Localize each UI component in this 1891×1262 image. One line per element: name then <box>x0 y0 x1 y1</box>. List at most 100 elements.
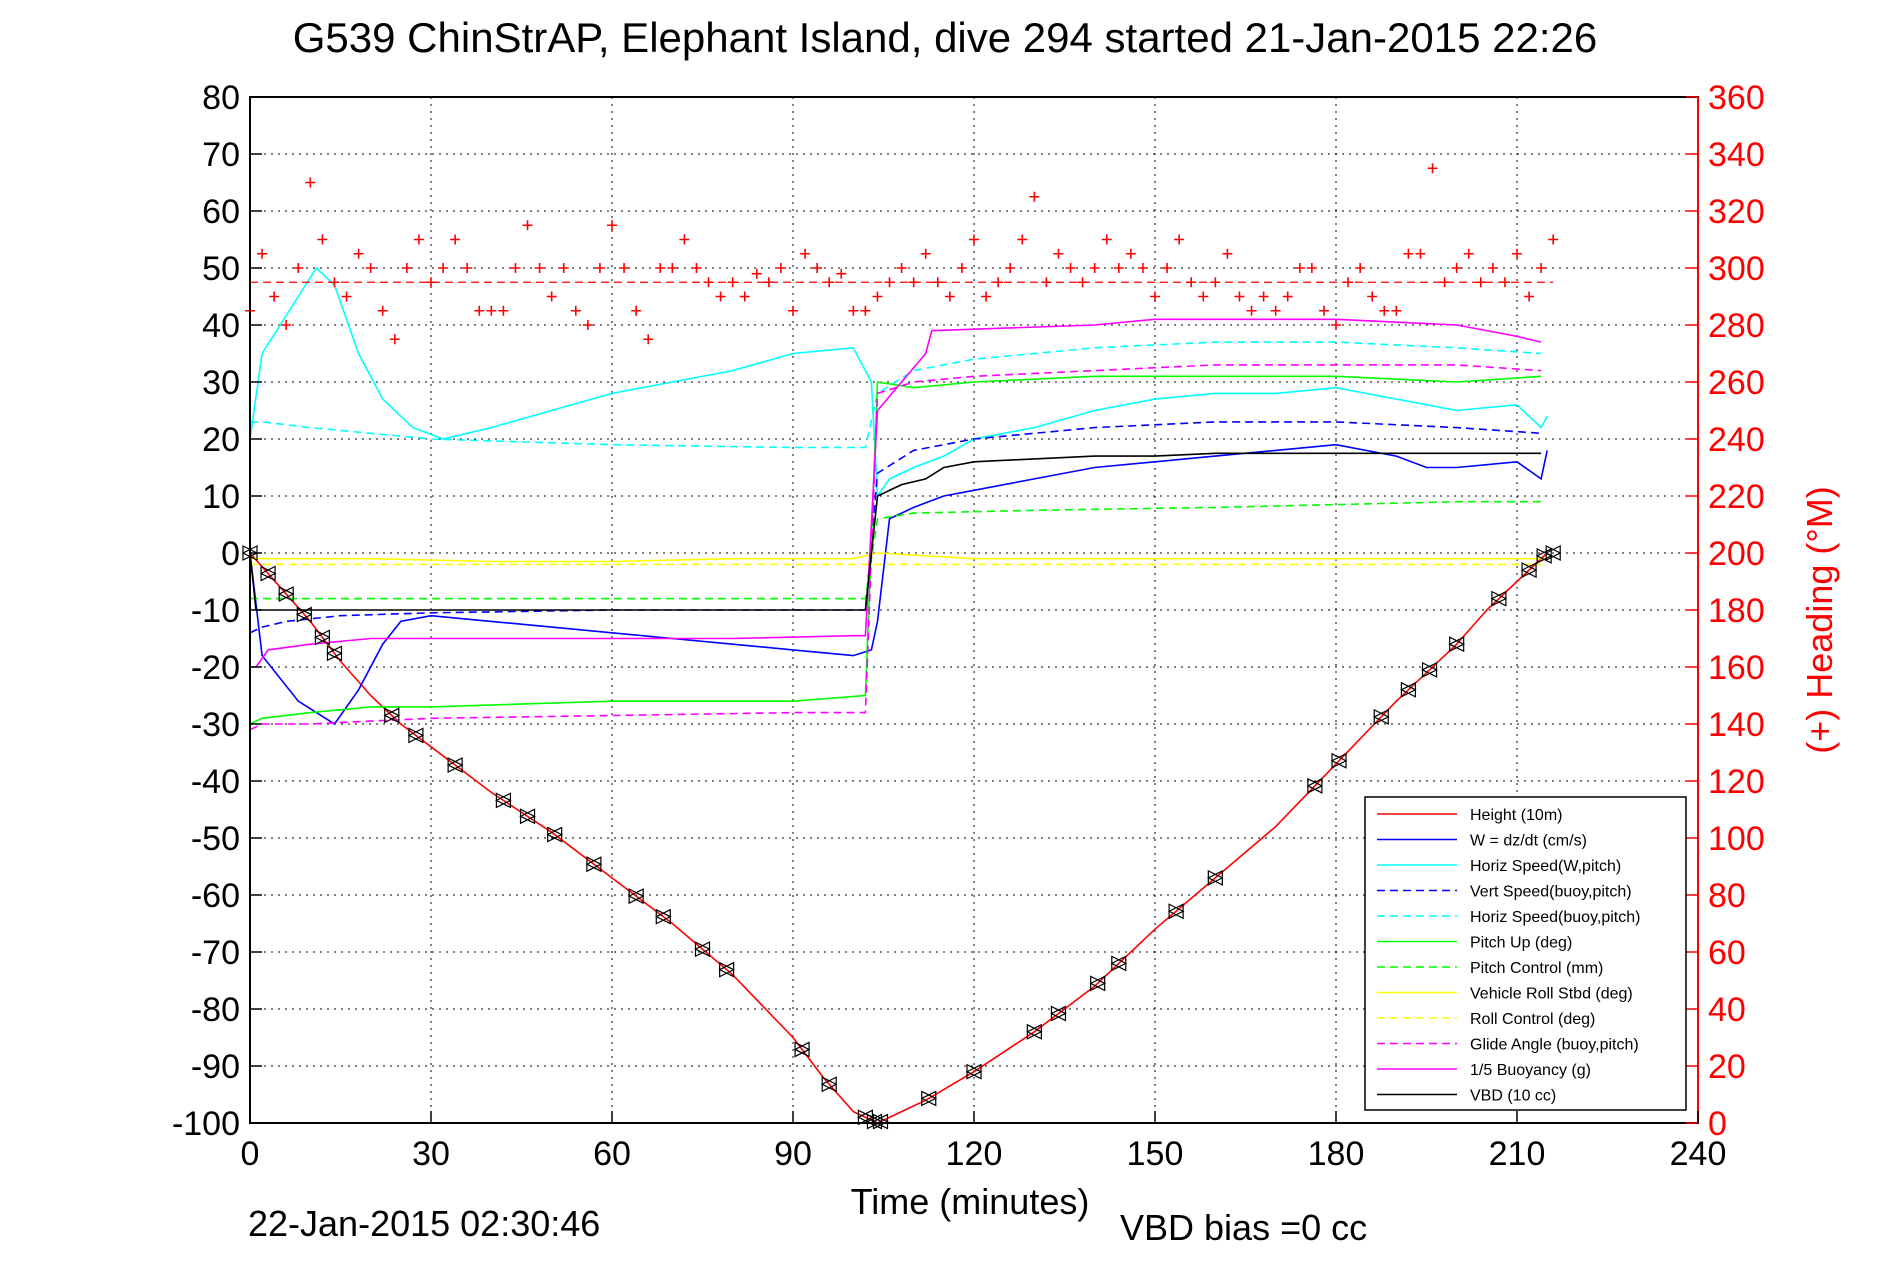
legend-label-2: Horiz Speed(W,pitch) <box>1470 858 1621 875</box>
y2-tick-label: 40 <box>1708 991 1746 1029</box>
y2-tick-label: 80 <box>1708 877 1746 915</box>
heading-point <box>522 220 533 231</box>
y-tick-label: 50 <box>202 250 240 288</box>
heading-point <box>1137 263 1148 273</box>
heading-point <box>1150 291 1160 302</box>
waypoint-marker-left <box>1372 708 1389 725</box>
heading-point <box>1391 305 1402 316</box>
heading-point <box>1306 263 1317 273</box>
waypoint-marker-left <box>793 1041 810 1058</box>
heading-point <box>715 291 726 302</box>
heading-point <box>498 305 509 316</box>
heading-point <box>896 263 907 273</box>
series-line-3 <box>249 421 1542 634</box>
heading-point <box>281 320 292 330</box>
waypoint-marker-left <box>1110 955 1127 972</box>
heading-point <box>462 263 473 273</box>
y2-tick-label: 100 <box>1708 820 1765 858</box>
heading-point <box>1463 248 1474 259</box>
y-tick-label: -30 <box>191 706 240 744</box>
y2-tick-label: 60 <box>1708 934 1746 972</box>
legend-label-3: Vert Speed(buoy,pitch) <box>1470 884 1632 901</box>
legend-label-7: Vehicle Roll Stbd (deg) <box>1470 986 1633 1003</box>
heading-point <box>1487 263 1498 273</box>
y2-tick-label: 200 <box>1708 535 1765 573</box>
heading-point <box>1475 277 1486 288</box>
heading-point <box>836 268 847 279</box>
y2-tick-label: 180 <box>1708 592 1765 630</box>
heading-point <box>1512 248 1522 259</box>
waypoint-marker-left <box>1490 590 1507 607</box>
legend-label-1: W = dz/dt (cm/s) <box>1470 833 1587 850</box>
heading-point <box>546 291 557 302</box>
heading-point <box>1355 263 1366 273</box>
heading-point <box>1234 291 1245 302</box>
y2-tick-label: 220 <box>1708 478 1765 516</box>
heading-point <box>426 277 436 288</box>
waypoint-marker-left <box>1330 752 1347 769</box>
legend-label-0: Height (10m) <box>1470 807 1562 824</box>
series-line-11 <box>249 452 1542 611</box>
heading-point <box>751 268 762 279</box>
heading-point <box>1536 263 1547 273</box>
legend-label-5: Pitch Up (deg) <box>1470 935 1572 952</box>
heading-point <box>667 263 678 273</box>
waypoint-marker-left <box>407 727 424 744</box>
heading-point <box>703 277 714 288</box>
heading-point <box>1053 248 1064 259</box>
waypoint-marker-left <box>965 1063 982 1080</box>
heading-point <box>317 234 328 245</box>
heading-point <box>269 291 280 302</box>
footer-timestamp: 22-Jan-2015 02:30:46 <box>248 1203 600 1244</box>
heading-point <box>848 305 859 316</box>
heading-point <box>1367 291 1378 302</box>
y-tick-label: 40 <box>202 307 240 345</box>
heading-point <box>1017 234 1028 245</box>
heading-point <box>1270 305 1281 316</box>
heading-point <box>486 305 497 316</box>
y-tick-label: -80 <box>191 991 240 1029</box>
heading-point <box>691 263 702 273</box>
waypoint-marker-left <box>519 808 536 825</box>
chart-title: G539 ChinStrAP, Elephant Island, dive 29… <box>293 14 1597 61</box>
heading-point <box>558 263 569 273</box>
y-tick-label: -100 <box>172 1105 240 1143</box>
legend-label-8: Roll Control (deg) <box>1470 1011 1595 1028</box>
heading-point <box>1246 305 1257 316</box>
heading-point <box>438 263 449 273</box>
waypoint-marker-left <box>277 586 294 603</box>
heading-point <box>1258 291 1269 302</box>
heading-point <box>1198 291 1209 302</box>
waypoint-marker-left <box>866 1113 883 1130</box>
heading-point <box>619 263 630 273</box>
waypoint-markers <box>241 545 1562 1130</box>
heading-point <box>1439 277 1450 288</box>
waypoint-marker-left <box>585 856 602 873</box>
heading-point <box>474 305 485 316</box>
heading-point <box>450 234 461 245</box>
y-tick-label: -50 <box>191 820 240 858</box>
y2-tick-label: 240 <box>1708 421 1765 459</box>
heading-point <box>365 263 376 273</box>
heading-point <box>401 263 412 273</box>
y-tick-label: -40 <box>191 763 240 801</box>
heading-point <box>1174 234 1185 245</box>
y2-tick-label: 0 <box>1708 1105 1727 1143</box>
heading-point <box>1210 277 1221 288</box>
x-tick-label: 240 <box>1670 1135 1727 1173</box>
heading-point <box>389 334 400 345</box>
heading-point <box>920 248 931 259</box>
heading-point <box>1318 305 1329 316</box>
y2-tick-label: 260 <box>1708 364 1765 402</box>
heading-point <box>293 263 304 273</box>
heading-point <box>727 277 738 288</box>
heading-point <box>884 277 895 288</box>
y2-tick-label: 300 <box>1708 250 1765 288</box>
waypoint-marker-left <box>920 1090 937 1107</box>
x-axis-label: Time (minutes) <box>851 1181 1090 1222</box>
waypoint-marker-left <box>694 941 711 958</box>
x-tick-label: 210 <box>1489 1135 1546 1173</box>
heading-point <box>1548 234 1559 245</box>
waypoint-marker-left <box>627 888 644 905</box>
heading-point <box>1005 263 1016 273</box>
